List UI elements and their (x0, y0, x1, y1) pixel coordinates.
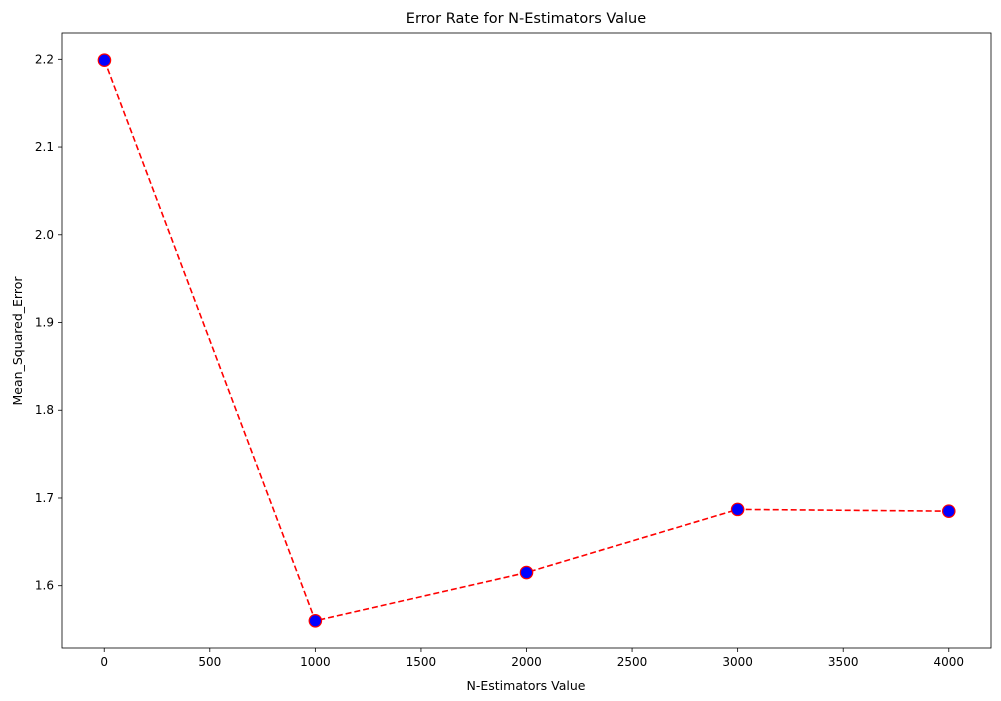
x-tick-label: 1500 (406, 655, 437, 669)
x-tick-label: 2500 (617, 655, 648, 669)
y-tick-label: 1.7 (35, 491, 54, 505)
x-tick-label: 2000 (511, 655, 542, 669)
x-tick-label: 1000 (300, 655, 331, 669)
x-axis-title: N-Estimators Value (467, 678, 586, 693)
series-line (103, 59, 949, 622)
data-point-marker (308, 614, 323, 628)
y-tick-label: 1.8 (35, 403, 54, 417)
data-point-marker (519, 565, 534, 580)
y-tick-label: 1.9 (35, 316, 54, 330)
plot-frame (61, 32, 992, 649)
data-point-marker (941, 504, 956, 518)
x-tick-label: 3000 (722, 655, 753, 669)
y-axis-title: Mean_Squared_Error (10, 276, 25, 406)
plot-area: 0 500 1000 1500 2000 2500 3000 3500 4000 1.6 1.7 1.… (35, 32, 992, 669)
data-point-marker (730, 502, 745, 517)
x-tick-label: 3500 (828, 655, 859, 669)
x-tick-label: 500 (198, 655, 221, 669)
data-point-marker (97, 53, 112, 67)
y-tick-label: 2.2 (35, 52, 54, 66)
y-tick-label: 1.6 (35, 579, 54, 593)
y-tick-label: 2.1 (35, 140, 54, 154)
chart-title: Error Rate for N-Estimators Value (406, 11, 646, 27)
y-tick-label: 2.0 (35, 228, 54, 242)
x-tick-label: 0 (100, 655, 108, 669)
x-tick-label: 4000 (933, 655, 964, 669)
